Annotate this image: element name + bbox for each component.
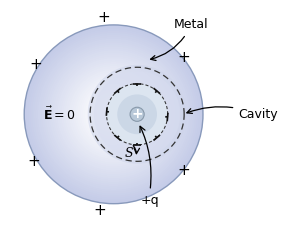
Circle shape <box>67 68 160 161</box>
Circle shape <box>92 93 135 135</box>
Text: +: + <box>178 50 190 65</box>
Circle shape <box>94 95 133 134</box>
Circle shape <box>85 85 143 143</box>
Circle shape <box>71 72 156 157</box>
Circle shape <box>79 79 148 149</box>
Circle shape <box>57 58 170 171</box>
Circle shape <box>106 84 168 145</box>
Circle shape <box>83 83 145 145</box>
Circle shape <box>117 94 157 134</box>
Circle shape <box>26 27 201 202</box>
Circle shape <box>91 91 137 137</box>
Circle shape <box>55 56 172 173</box>
Circle shape <box>28 29 199 200</box>
Circle shape <box>75 75 152 153</box>
Circle shape <box>40 40 187 188</box>
Circle shape <box>69 70 158 159</box>
Text: Metal: Metal <box>151 18 209 60</box>
Circle shape <box>52 52 176 176</box>
Text: +: + <box>178 163 190 178</box>
Text: +q: +q <box>141 194 159 207</box>
Circle shape <box>98 99 129 130</box>
Circle shape <box>34 35 193 194</box>
Circle shape <box>46 46 182 182</box>
Circle shape <box>96 97 131 132</box>
Circle shape <box>36 37 191 192</box>
Circle shape <box>130 107 144 121</box>
Circle shape <box>32 33 195 196</box>
Text: S: S <box>125 147 133 160</box>
Circle shape <box>38 39 189 190</box>
Circle shape <box>48 48 180 180</box>
Text: +: + <box>98 10 111 25</box>
Circle shape <box>61 62 166 167</box>
Circle shape <box>65 66 162 163</box>
Circle shape <box>42 42 185 186</box>
Circle shape <box>24 25 203 204</box>
Circle shape <box>44 45 183 184</box>
Circle shape <box>53 54 174 174</box>
Circle shape <box>50 50 178 178</box>
Circle shape <box>88 65 186 164</box>
Text: +: + <box>93 203 106 218</box>
Text: +: + <box>27 154 40 169</box>
Text: $\vec{\mathbf{E}} = 0$: $\vec{\mathbf{E}} = 0$ <box>43 106 76 123</box>
Circle shape <box>100 101 127 128</box>
Text: +: + <box>131 107 143 121</box>
Circle shape <box>81 81 147 147</box>
Text: +: + <box>30 57 42 72</box>
Circle shape <box>94 71 180 158</box>
Circle shape <box>59 60 168 169</box>
Circle shape <box>30 31 197 198</box>
Circle shape <box>63 64 164 165</box>
Circle shape <box>73 74 154 155</box>
Circle shape <box>89 89 139 139</box>
Text: Cavity: Cavity <box>187 107 278 121</box>
Circle shape <box>77 78 150 151</box>
Circle shape <box>87 87 141 141</box>
